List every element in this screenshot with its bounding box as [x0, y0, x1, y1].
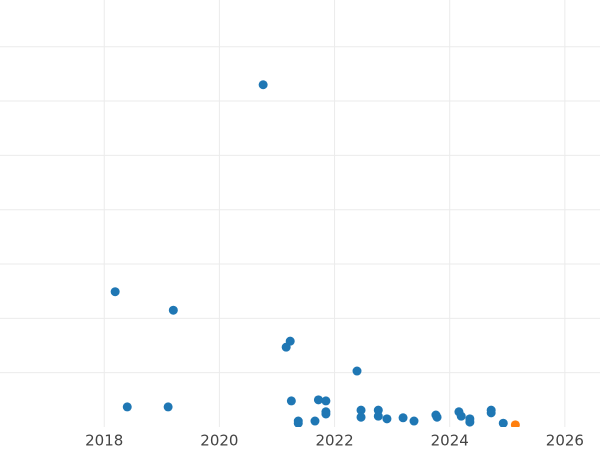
point: [465, 417, 475, 427]
point: [432, 412, 442, 422]
point: [409, 416, 419, 426]
x-tick-label: 2018: [85, 432, 123, 450]
point: [310, 416, 320, 426]
point: [373, 411, 383, 421]
point: [510, 420, 520, 427]
point: [281, 342, 291, 352]
point: [352, 366, 362, 376]
point: [293, 418, 303, 427]
x-tick-label: 2020: [200, 432, 238, 450]
grid: [0, 0, 600, 427]
plot-area: [110, 80, 520, 427]
point: [382, 414, 392, 424]
point: [356, 412, 366, 422]
point: [258, 80, 268, 90]
point: [321, 409, 331, 419]
point: [110, 287, 120, 297]
point: [163, 402, 173, 412]
x-tick-label: 2024: [431, 432, 469, 450]
axis-labels: 2018 2020 2022 2024 2026: [85, 432, 584, 450]
point: [321, 396, 331, 406]
point: [286, 396, 296, 406]
x-tick-label: 2022: [315, 432, 353, 450]
point: [168, 305, 178, 315]
point: [122, 402, 132, 412]
point: [356, 405, 366, 415]
x-tick-label: 2026: [546, 432, 584, 450]
point: [313, 395, 323, 405]
point: [498, 418, 508, 427]
point: [456, 411, 466, 421]
point: [398, 413, 408, 423]
point: [486, 408, 496, 418]
